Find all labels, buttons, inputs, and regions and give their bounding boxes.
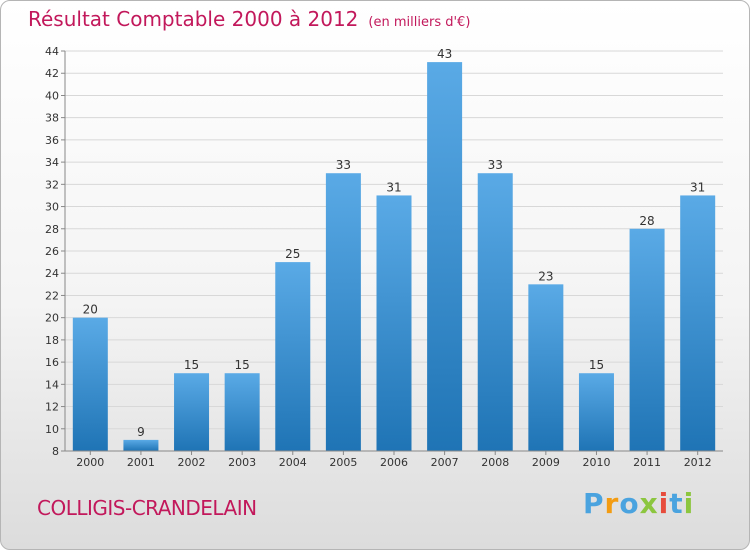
- y-tick-label: 26: [45, 245, 59, 258]
- bar-2000: [72, 317, 108, 451]
- data-label: 23: [538, 269, 553, 283]
- y-tick-label: 12: [45, 401, 59, 414]
- x-tick-label: 2005: [329, 456, 357, 469]
- x-tick-label: 2000: [76, 456, 104, 469]
- x-tick-label: 2009: [532, 456, 560, 469]
- logo-letter: P: [583, 487, 605, 520]
- y-tick-label: 28: [45, 223, 59, 236]
- logo-letter: o: [619, 487, 640, 520]
- x-tick-label: 2002: [178, 456, 206, 469]
- logo-letter: i: [683, 487, 695, 520]
- data-label: 33: [336, 158, 351, 172]
- proxiti-logo[interactable]: Proxiti: [583, 487, 694, 520]
- data-label: 20: [83, 303, 98, 317]
- y-tick-label: 8: [52, 445, 59, 458]
- data-label: 25: [285, 247, 300, 261]
- bars: 20 9 15 15 25 33 31 43 33 23 15 28 31: [72, 47, 716, 451]
- x-tick-label: 2007: [431, 456, 459, 469]
- bar-2004: [275, 262, 311, 451]
- chart-title-unit: (en milliers d'€): [368, 15, 471, 30]
- x-tick-label: 2010: [582, 456, 610, 469]
- y-tick-label: 44: [45, 45, 59, 58]
- chart-title-main: Résultat Comptable 2000 à 2012: [28, 7, 359, 31]
- y-tick-label: 32: [45, 178, 59, 191]
- y-tick-label: 34: [45, 156, 59, 169]
- data-label: 28: [639, 214, 654, 228]
- logo-letter: r: [604, 487, 620, 520]
- bar-2012: [680, 195, 716, 451]
- bar-2001: [123, 439, 159, 451]
- data-label: 15: [589, 358, 604, 372]
- y-tick-label: 10: [45, 423, 59, 436]
- y-tick-label: 24: [45, 267, 59, 280]
- y-tick-label: 18: [45, 334, 59, 347]
- x-tick-label: 2004: [279, 456, 307, 469]
- logo-letter: i: [658, 487, 670, 520]
- data-label: 33: [488, 158, 503, 172]
- x-tick-label: 2012: [684, 456, 712, 469]
- bar-2005: [325, 173, 361, 451]
- y-tick-label: 36: [45, 134, 59, 147]
- y-tick-label: 22: [45, 289, 59, 302]
- bar-2008: [477, 173, 513, 451]
- y-tick-label: 20: [45, 312, 59, 325]
- y-tick-label: 40: [45, 89, 59, 102]
- data-label: 15: [184, 358, 199, 372]
- data-label: 31: [386, 180, 401, 194]
- bar-2009: [528, 284, 564, 451]
- axes: 8 10 12 14 16 18 20 22 24 26 28 30 32 34 36 38 40 42 44 200…: [45, 45, 723, 469]
- x-tick-label: 2008: [481, 456, 509, 469]
- data-label: 9: [137, 425, 145, 439]
- data-label: 43: [437, 47, 452, 61]
- y-tick-label: 42: [45, 67, 59, 80]
- data-label: 31: [690, 180, 705, 194]
- logo-letter: x: [639, 487, 659, 520]
- bar-2003: [224, 373, 260, 451]
- bar-2002: [174, 373, 210, 451]
- x-tick-label: 2003: [228, 456, 256, 469]
- x-tick-label: 2001: [127, 456, 155, 469]
- y-tick-label: 30: [45, 201, 59, 214]
- bar-2010: [578, 373, 614, 451]
- y-tick-label: 16: [45, 356, 59, 369]
- logo-letter: t: [669, 487, 684, 520]
- y-tick-label: 38: [45, 112, 59, 125]
- y-tick-label: 14: [45, 378, 59, 391]
- chart-title: Résultat Comptable 2000 à 2012 (en millie…: [28, 7, 470, 31]
- bar-2006: [376, 195, 412, 451]
- commune-name: COLLIGIS-CRANDELAIN: [37, 496, 257, 520]
- data-label: 15: [235, 358, 250, 372]
- bar-2011: [629, 228, 665, 451]
- x-tick-label: 2011: [633, 456, 661, 469]
- x-tick-label: 2006: [380, 456, 408, 469]
- bar-2007: [427, 62, 463, 451]
